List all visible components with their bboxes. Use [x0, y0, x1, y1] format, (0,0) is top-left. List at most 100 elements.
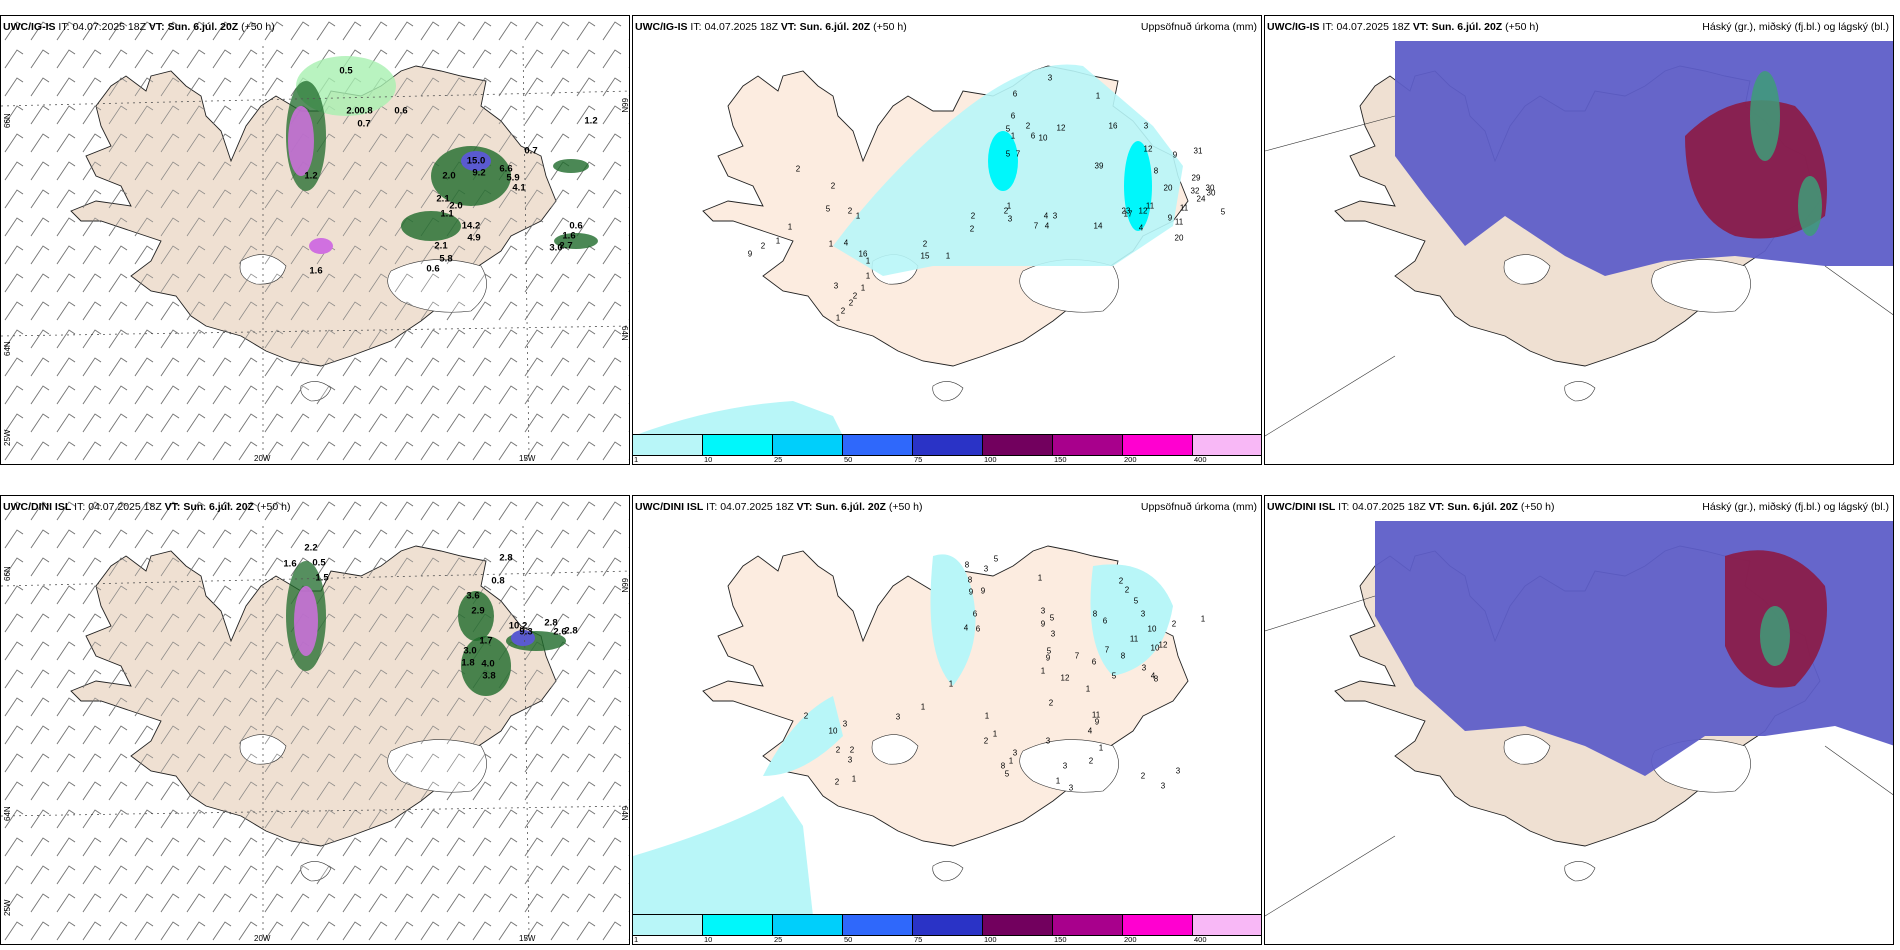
panel-header: UWC/IG-IS IT: 04.07.2025 18Z VT: Sun. 6.… — [3, 21, 275, 33]
panel-header: UWC/DINI ISL IT: 04.07.2025 18Z VT: Sun.… — [3, 501, 291, 513]
value-label: 3.6 — [466, 590, 480, 602]
value-label: 0.6 — [426, 263, 440, 275]
value-label: 0.6 — [394, 105, 408, 117]
value-label: 6 — [1012, 89, 1018, 99]
value-label: 17 — [1123, 209, 1133, 219]
value-label: 4 — [1044, 221, 1050, 231]
value-label: 2 — [1118, 576, 1124, 586]
value-label: 1 — [1095, 91, 1101, 101]
value-label: 2 — [1048, 698, 1054, 708]
value-label: 9 — [747, 249, 753, 259]
value-label: 1.6 — [309, 265, 323, 277]
value-label: 7 — [1033, 221, 1039, 231]
value-label: 2 — [1171, 619, 1177, 629]
value-label: 15 — [920, 251, 930, 261]
colorbar-swatch — [843, 915, 913, 935]
value-label: 5 — [1004, 769, 1010, 779]
value-label: 1 — [992, 729, 998, 739]
lat-label-right-64n: 64N — [620, 806, 629, 821]
value-label: 3 — [1143, 121, 1149, 131]
colorbar-tick: 100 — [984, 455, 997, 464]
value-label: 23 — [1121, 206, 1131, 216]
colorbar-tick: 200 — [1124, 455, 1137, 464]
lon-label-20w: 20W — [254, 454, 271, 463]
value-label: 9 — [968, 587, 974, 597]
value-label: 2 — [1025, 121, 1031, 131]
value-label: 7 — [1074, 651, 1080, 661]
value-label: 9.2 — [472, 167, 486, 179]
value-label: 3 — [1068, 783, 1074, 793]
value-label: 14.2 — [461, 220, 481, 232]
value-label: 20 — [1174, 233, 1184, 243]
value-label: 5 — [825, 204, 831, 214]
lat-label-right-66n: 66N — [620, 578, 629, 593]
lon-label-25w: 25W — [3, 899, 12, 916]
value-label: 2.0 — [346, 105, 360, 117]
value-label: 14 — [1093, 221, 1103, 231]
value-label: 39 — [1094, 161, 1104, 171]
value-label: 12 — [1158, 640, 1168, 650]
value-label: 1 — [1010, 131, 1016, 141]
value-label: 6 — [972, 609, 978, 619]
value-label: 2 — [852, 291, 858, 301]
colorbar-tick: 200 — [1124, 935, 1137, 944]
panel-header: UWC/IG-IS IT: 04.07.2025 18Z VT: Sun. 6.… — [1267, 21, 1539, 33]
value-label: 4 — [963, 623, 969, 633]
value-label: 5 — [1133, 596, 1139, 606]
value-label: 11 — [1129, 634, 1139, 644]
value-label: 2 — [849, 745, 855, 755]
value-label: 12 — [1060, 673, 1070, 683]
value-label: 1 — [865, 271, 871, 281]
panel-dini-wind: UWC/DINI ISL IT: 04.07.2025 18Z VT: Sun.… — [0, 495, 630, 945]
value-label: 11 — [1145, 201, 1155, 211]
value-label: 3 — [1160, 781, 1166, 791]
value-label: 1.2 — [584, 115, 598, 127]
panel-header: UWC/DINI ISL IT: 04.07.2025 18Z VT: Sun.… — [1267, 501, 1555, 513]
value-label: 0.6 — [569, 220, 583, 232]
lat-label-64n: 64N — [3, 806, 12, 821]
value-label: 2 — [1088, 756, 1094, 766]
value-label: 1 — [828, 239, 834, 249]
value-label: 3 — [1045, 736, 1051, 746]
panel-title-right: Uppsöfnuð úrkoma (mm) — [1140, 501, 1257, 513]
value-label: 2 — [834, 777, 840, 787]
lat-label-right-64n: 64N — [620, 326, 629, 341]
value-label: 2 — [1003, 206, 1009, 216]
value-label: 3 — [833, 281, 839, 291]
value-label: 16 — [1108, 121, 1118, 131]
value-label: 1.8 — [461, 657, 475, 669]
value-label: 4 — [1087, 726, 1093, 736]
panel-title-right: Háský (gr.), miðský (fj.bl.) og lágský (… — [1702, 501, 1889, 513]
value-label: 5 — [1046, 646, 1052, 656]
value-label: 2 — [969, 224, 975, 234]
value-label: 1.5 — [315, 572, 329, 584]
colorbar-swatch — [1123, 915, 1193, 935]
value-label: 3 — [895, 712, 901, 722]
value-label: 20 — [1163, 183, 1173, 193]
value-label: 1 — [1006, 201, 1012, 211]
value-label: 1 — [855, 211, 861, 221]
colorbar-tick: 150 — [1054, 935, 1067, 944]
value-label: 5 — [1220, 207, 1226, 217]
value-label: 10 — [828, 726, 838, 736]
value-label: 1 — [1008, 756, 1014, 766]
value-label: 0.5 — [339, 65, 353, 77]
value-label: 3.0 — [549, 242, 563, 254]
value-label: 4 — [1043, 211, 1049, 221]
value-label: 1 — [860, 283, 866, 293]
colorbar-swatch — [983, 435, 1053, 455]
value-label: 9 — [1172, 150, 1178, 160]
panel-igis-wind: UWC/IG-IS IT: 04.07.2025 18Z VT: Sun. 6.… — [0, 15, 630, 465]
colorbar — [633, 434, 1261, 456]
value-label: 2.1 — [436, 193, 450, 205]
value-label: 2.8 — [564, 625, 578, 637]
value-label: 5 — [1005, 149, 1011, 159]
value-label: 3 — [842, 719, 848, 729]
value-label: 1.2 — [304, 170, 318, 182]
value-label: 3.8 — [482, 670, 496, 682]
value-label: 6 — [1030, 131, 1036, 141]
value-label: 1 — [920, 702, 926, 712]
value-label: 11 — [1174, 217, 1184, 227]
value-label: 1.7 — [479, 635, 493, 647]
lat-label-66n: 66N — [3, 566, 12, 581]
